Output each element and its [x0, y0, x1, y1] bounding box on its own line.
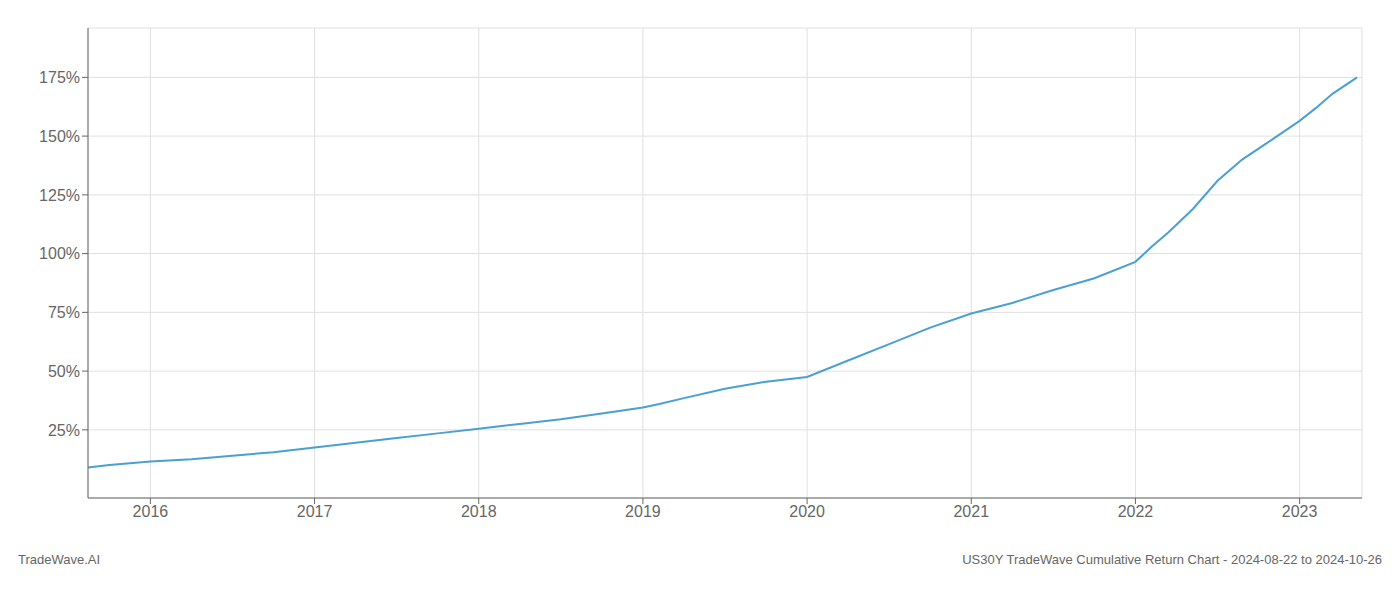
- svg-text:2016: 2016: [133, 503, 169, 520]
- svg-text:2023: 2023: [1282, 503, 1318, 520]
- html-text:TradeWave.AI: TradeWave.AI: [18, 552, 101, 567]
- svg-text:150%: 150%: [39, 128, 80, 145]
- svg-text:2017: 2017: [297, 503, 333, 520]
- svg-text:2019: 2019: [625, 503, 661, 520]
- svg-text:125%: 125%: [39, 187, 80, 204]
- html-text:US30Y TradeWave Cumulative Ret: US30Y TradeWave Cumulative Return Chart …: [962, 552, 1382, 567]
- svg-text:25%: 25%: [48, 422, 80, 439]
- svg-text:75%: 75%: [48, 304, 80, 321]
- svg-text:175%: 175%: [39, 69, 80, 86]
- svg-text:100%: 100%: [39, 245, 80, 262]
- svg-text:2018: 2018: [461, 503, 497, 520]
- svg-text:50%: 50%: [48, 363, 80, 380]
- svg-text:2020: 2020: [789, 503, 825, 520]
- svg-text:2022: 2022: [1118, 503, 1154, 520]
- svg-text:2021: 2021: [953, 503, 989, 520]
